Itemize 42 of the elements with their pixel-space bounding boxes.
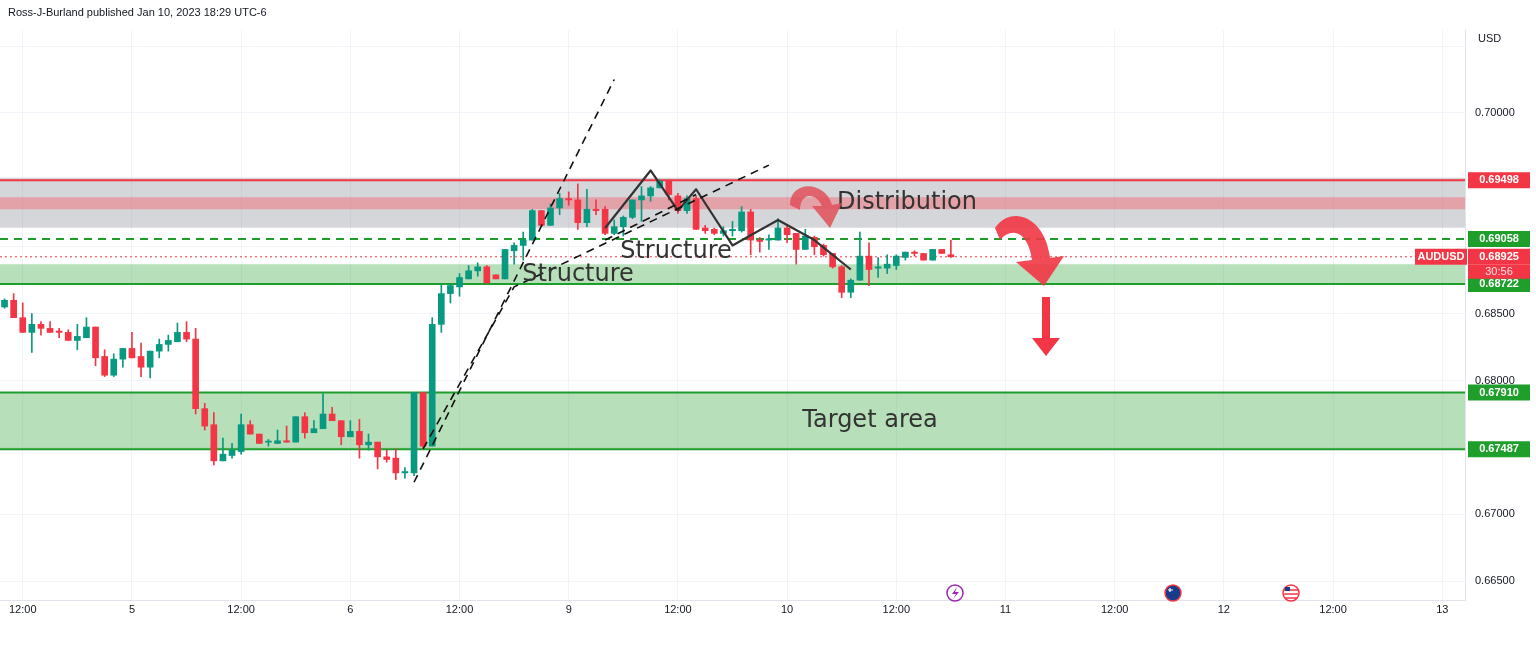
x-tick-label: 12:00	[8, 602, 37, 615]
x-tick-label: 6	[347, 602, 354, 615]
y-tick-label: 0.68500	[1475, 306, 1515, 319]
y-tick-label: 0.68000	[1475, 373, 1515, 386]
x-tick-label: 12:00	[1100, 602, 1129, 615]
x-tick-label: 12:00	[227, 602, 255, 615]
x-tick-label: 9	[565, 602, 572, 615]
band-label: Target area	[801, 405, 938, 434]
candlestick	[519, 231, 527, 261]
y-axis-title: USD	[1478, 32, 1502, 44]
ref-line-label: 0.68925	[1479, 249, 1519, 262]
text: 30:56	[1485, 264, 1513, 277]
candlestick	[401, 467, 409, 479]
x-tick-label: 5	[128, 602, 135, 615]
candlestick	[28, 313, 36, 353]
x-tick-label: 10	[780, 602, 794, 615]
band-label: Distribution	[836, 187, 978, 216]
x-tick-label: 12:00	[664, 602, 692, 615]
candlestick	[592, 199, 600, 215]
x-tick-label: 13	[1436, 602, 1449, 615]
candlestick	[55, 328, 63, 339]
x-tick-label: 12:00	[882, 602, 911, 615]
annotation: AUDUSD	[1417, 249, 1465, 262]
x-tick-label: 12:00	[445, 602, 474, 615]
y-tick-label: 0.70000	[1475, 105, 1515, 118]
ref-line-label: 0.67910	[1479, 385, 1519, 398]
candlestick	[756, 237, 764, 253]
x-tick-label: 12:00	[1319, 602, 1347, 615]
x-tick-label: 12	[1217, 602, 1230, 615]
candlestick	[883, 254, 891, 274]
ref-line-label: 0.69058	[1479, 232, 1519, 245]
ref-line-label: 0.68722	[1479, 276, 1519, 289]
y-tick-label: 0.67000	[1475, 507, 1515, 520]
ref-line-label: 0.67487	[1479, 442, 1519, 455]
ref-line-label: 0.69498	[1479, 173, 1519, 186]
candlestick	[765, 234, 773, 250]
candlestick	[474, 262, 482, 277]
x-tick-label: 11	[999, 602, 1012, 615]
candlestick	[565, 191, 573, 206]
chart-title: Ross-J-Burland published Jan 10, 2023 18:29 UTC-6	[8, 6, 267, 18]
y-tick-label: 0.66500	[1475, 574, 1515, 587]
candlestick	[383, 449, 391, 463]
